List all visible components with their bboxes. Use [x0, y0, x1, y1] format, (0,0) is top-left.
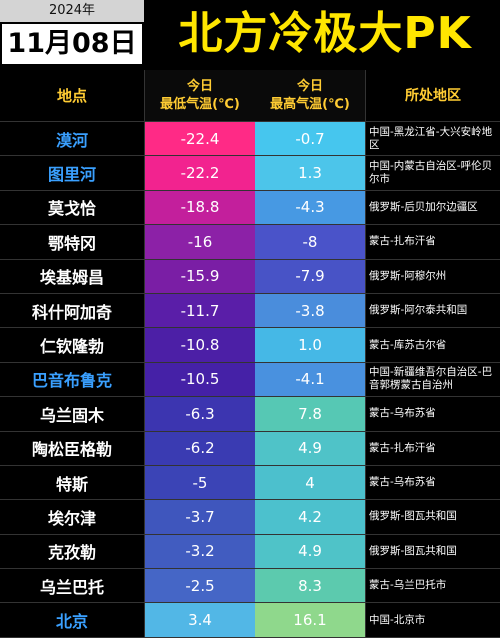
header-low-line1: 今日: [186, 78, 213, 94]
low-temp: -22.2: [145, 156, 255, 190]
year-label: 2024年: [0, 0, 144, 22]
header-low-line2: 最低气温(℃): [160, 96, 240, 112]
region: 蒙古-乌布苏省: [365, 397, 500, 431]
header-location: 地点: [0, 70, 145, 121]
table-row: 陶松臣格勒 -6.2 4.9 蒙古-扎布汗省: [0, 431, 500, 466]
location-name: 科什阿加奇: [0, 293, 145, 328]
low-temp: -6.2: [145, 431, 255, 465]
location-name: 乌兰巴托: [0, 569, 145, 603]
high-temp: 4.9: [255, 534, 365, 569]
high-temp: -0.7: [255, 122, 365, 156]
header-high-line2: 最高气温(℃): [270, 96, 350, 112]
region: 俄罗斯-阿穆尔州: [365, 259, 500, 293]
region: 俄罗斯-后贝加尔边疆区: [365, 190, 500, 225]
high-temp: 4: [255, 465, 365, 500]
region: 蒙古-扎布汗省: [365, 431, 500, 465]
header-region: 所处地区: [365, 70, 500, 121]
low-temp: -3.7: [145, 500, 255, 534]
high-temp: 1.0: [255, 328, 365, 362]
high-temp: 1.3: [255, 156, 365, 190]
table-row: 埃基姆昌 -15.9 -7.9 俄罗斯-阿穆尔州: [0, 259, 500, 294]
header-low: 今日 最低气温(℃): [145, 70, 255, 121]
region: 俄罗斯-阿尔泰共和国: [365, 293, 500, 328]
low-temp: -16: [145, 225, 255, 259]
location-name: 鄂特冈: [0, 225, 145, 259]
page-title: 北方冷极大PK: [178, 8, 472, 59]
header-high: 今日 最高气温(℃): [255, 70, 365, 121]
low-temp: -11.7: [145, 293, 255, 328]
low-temp: -10.8: [145, 328, 255, 362]
low-temp: -15.9: [145, 259, 255, 293]
temperature-table: 地点 今日 最低气温(℃) 今日 最高气温(℃) 所处地区 漠河 -22.4 -0.…: [0, 70, 500, 638]
low-temp: -5: [145, 465, 255, 500]
low-temp: -6.3: [145, 397, 255, 431]
table-row: 科什阿加奇 -11.7 -3.8 俄罗斯-阿尔泰共和国: [0, 293, 500, 329]
low-temp: -18.8: [145, 190, 255, 225]
low-temp: -10.5: [145, 362, 255, 397]
location-name: 北京: [0, 603, 145, 637]
table-row: 鄂特冈 -16 -8 蒙古-扎布汗省: [0, 225, 500, 260]
table-row: 图里河 -22.2 1.3 中国-内蒙古自治区-呼伦贝尔市: [0, 156, 500, 191]
region: 中国-黑龙江省-大兴安岭地区: [365, 122, 500, 156]
table-header: 地点 今日 最低气温(℃) 今日 最高气温(℃) 所处地区: [0, 70, 500, 122]
high-temp: -8: [255, 225, 365, 259]
table-row: 莫戈恰 -18.8 -4.3 俄罗斯-后贝加尔边疆区: [0, 190, 500, 226]
table-row: 漠河 -22.4 -0.7 中国-黑龙江省-大兴安岭地区: [0, 122, 500, 157]
table-body: 漠河 -22.4 -0.7 中国-黑龙江省-大兴安岭地区 图里河 -22.2 1.3 中国-内…: [0, 122, 500, 638]
header-high-line1: 今日: [296, 78, 323, 94]
region: 俄罗斯-图瓦共和国: [365, 534, 500, 569]
location-name: 埃尔津: [0, 500, 145, 534]
date-label: 11月08日: [0, 22, 144, 66]
high-temp: -4.3: [255, 190, 365, 225]
location-name: 特斯: [0, 465, 145, 500]
high-temp: -3.8: [255, 293, 365, 328]
region: 中国-新疆维吾尔自治区-巴音郭楞蒙古自治州: [365, 362, 500, 397]
region: 蒙古-乌兰巴托市: [365, 569, 500, 603]
table-row: 巴音布鲁克 -10.5 -4.1 中国-新疆维吾尔自治区-巴音郭楞蒙古自治州: [0, 362, 500, 398]
low-temp: -22.4: [145, 122, 255, 156]
low-temp: 3.4: [145, 603, 255, 637]
region: 蒙古-乌布苏省: [365, 465, 500, 500]
high-temp: -7.9: [255, 259, 365, 293]
table-row: 特斯 -5 4 蒙古-乌布苏省: [0, 465, 500, 501]
region: 俄罗斯-图瓦共和国: [365, 500, 500, 534]
region: 中国-北京市: [365, 603, 500, 637]
table-row: 乌兰固木 -6.3 7.8 蒙古-乌布苏省: [0, 397, 500, 432]
region: 中国-内蒙古自治区-呼伦贝尔市: [365, 156, 500, 190]
location-name: 漠河: [0, 122, 145, 156]
low-temp: -3.2: [145, 534, 255, 569]
location-name: 克孜勒: [0, 534, 145, 569]
low-temp: -2.5: [145, 569, 255, 603]
table-row: 仁钦隆勃 -10.8 1.0 蒙古-库苏古尔省: [0, 328, 500, 363]
table-row: 北京 3.4 16.1 中国-北京市: [0, 603, 500, 638]
header: 2024年 11月08日 北方冷极大PK: [0, 0, 500, 70]
location-name: 仁钦隆勃: [0, 328, 145, 362]
high-temp: 4.2: [255, 500, 365, 534]
location-name: 乌兰固木: [0, 397, 145, 431]
high-temp: -4.1: [255, 362, 365, 397]
high-temp: 16.1: [255, 603, 365, 637]
table-row: 乌兰巴托 -2.5 8.3 蒙古-乌兰巴托市: [0, 569, 500, 604]
location-name: 图里河: [0, 156, 145, 190]
region: 蒙古-扎布汗省: [365, 225, 500, 259]
high-temp: 8.3: [255, 569, 365, 603]
high-temp: 7.8: [255, 397, 365, 431]
region: 蒙古-库苏古尔省: [365, 328, 500, 362]
location-name: 巴音布鲁克: [0, 362, 145, 397]
table-row: 克孜勒 -3.2 4.9 俄罗斯-图瓦共和国: [0, 534, 500, 570]
location-name: 陶松臣格勒: [0, 431, 145, 465]
table-row: 埃尔津 -3.7 4.2 俄罗斯-图瓦共和国: [0, 500, 500, 535]
location-name: 莫戈恰: [0, 190, 145, 225]
location-name: 埃基姆昌: [0, 259, 145, 293]
high-temp: 4.9: [255, 431, 365, 465]
